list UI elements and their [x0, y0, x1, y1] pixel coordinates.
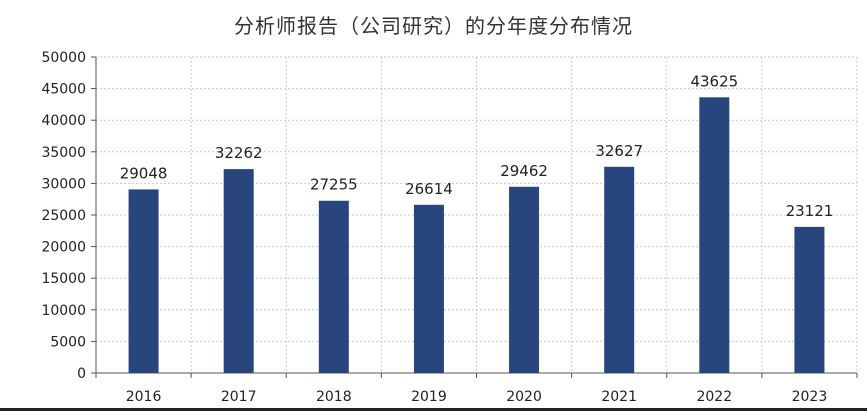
- data-label-2016: 29048: [120, 164, 168, 182]
- bars: [128, 97, 825, 373]
- y-tick-label: 0: [77, 366, 86, 382]
- bar-2018: [318, 200, 349, 373]
- data-labels: 2016 29048 2017 32262 2018 27255 2019 26614 2020…: [120, 72, 834, 405]
- grid-lines: [96, 56, 858, 373]
- y-tick-label: 35000: [41, 145, 86, 161]
- y-tick-label: 45000: [41, 82, 86, 98]
- data-label-2021: 32627: [595, 142, 643, 160]
- axes: 0 5000 10000 15000 20000 25000 30000 35000 40000…: [41, 50, 858, 382]
- data-label-2023: 23121: [786, 202, 834, 220]
- bar-2019: [413, 204, 444, 373]
- x-tick-label: 2018: [316, 389, 352, 405]
- bottom-divider: [0, 408, 867, 411]
- y-tick-label: 5000: [50, 334, 86, 350]
- y-tick-label: 30000: [41, 176, 86, 192]
- y-tick-label: 40000: [41, 113, 86, 129]
- x-tick-label: 2022: [696, 389, 732, 405]
- y-tick-label: 20000: [41, 240, 86, 256]
- x-tick-label: 2017: [221, 389, 257, 405]
- data-label-2020: 29462: [500, 162, 548, 180]
- data-label-2018: 27255: [310, 176, 358, 194]
- x-tick-label: 2016: [126, 389, 162, 405]
- x-tick-label: 2021: [601, 389, 637, 405]
- bar-2023: [794, 226, 825, 373]
- data-label-2019: 26614: [405, 180, 453, 198]
- x-tick-label: 2019: [411, 389, 447, 405]
- y-tick-label: 25000: [41, 208, 86, 224]
- chart-title: 分析师报告（公司研究）的分年度分布情况: [234, 14, 633, 38]
- x-tick-label: 2020: [506, 389, 542, 405]
- y-tick-label: 10000: [41, 303, 86, 319]
- bar-2022: [699, 97, 730, 373]
- y-tick-label: 50000: [41, 50, 86, 66]
- bar-2020: [509, 186, 540, 373]
- data-label-2017: 32262: [215, 144, 263, 162]
- bar-2021: [604, 166, 635, 373]
- data-label-2022: 43625: [690, 72, 738, 90]
- bar-2017: [223, 169, 254, 373]
- x-tick-label: 2023: [792, 389, 828, 405]
- bar-2016: [128, 189, 159, 373]
- y-tick-label: 15000: [41, 271, 86, 287]
